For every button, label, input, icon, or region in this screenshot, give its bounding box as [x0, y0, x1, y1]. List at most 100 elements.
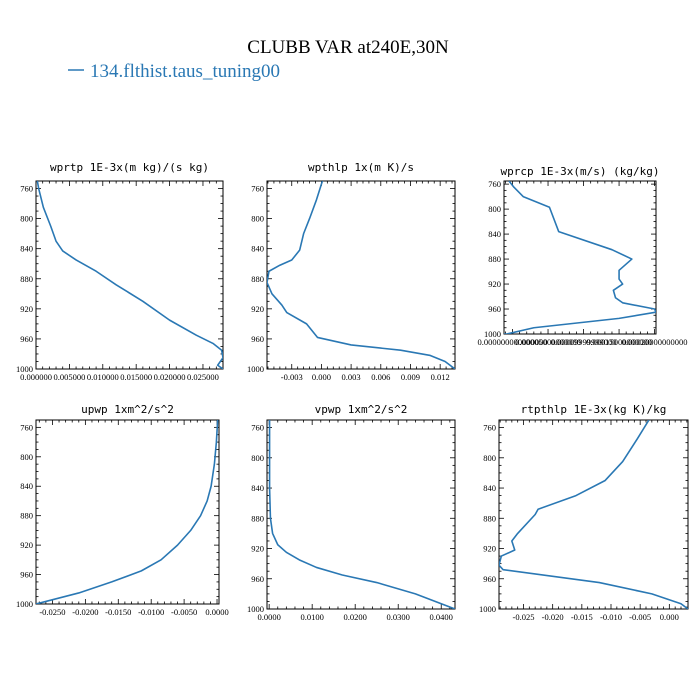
- y-tick-label: 880: [483, 513, 496, 523]
- y-tick-label: 800: [483, 453, 496, 463]
- x-tick-label: 0.000000000000000: [477, 337, 547, 347]
- plot-frame: [503, 180, 657, 335]
- x-tick-label: 0.00015000000000: [586, 337, 652, 347]
- panel-3: wprcp 1E-3x(m/s) (kg/kg) 1000 960 920 880 840…: [477, 165, 687, 347]
- x-tick-label: 0.025000: [187, 372, 219, 382]
- y-tick-label: 760: [20, 422, 33, 432]
- plot-frame: [266, 180, 456, 370]
- panel-title: upwp 1xm^2/s^2: [81, 403, 174, 416]
- x-tick-label: -0.025: [513, 612, 535, 622]
- x-tick-label: 0.010000: [87, 372, 119, 382]
- y-tick-label: 1000: [479, 604, 496, 614]
- y-tick-label: 840: [251, 244, 264, 254]
- y-tick-label: 920: [251, 304, 264, 314]
- x-tick-label: 0.003: [342, 372, 361, 382]
- y-tick-label: 960: [488, 304, 501, 314]
- y-tick-label: 760: [483, 423, 496, 433]
- x-tick-label: -0.005: [629, 612, 651, 622]
- y-tick-label: 960: [20, 334, 33, 344]
- y-tick-label: 800: [20, 214, 33, 224]
- y-tick-label: 760: [20, 184, 33, 194]
- panel-5: vpwp 1xm^2/s^2 1000 960 920 880 840 800 760 0.00…: [247, 403, 456, 622]
- x-tick-label: 0.00020000000000: [622, 337, 688, 347]
- panel-title: wpthlp 1x(m K)/s: [308, 161, 414, 174]
- y-tick-label: 880: [251, 274, 264, 284]
- y-tick-label: 880: [20, 511, 33, 521]
- x-tick-label: 0.00009999999000: [551, 337, 617, 347]
- panel-title: wprcp 1E-3x(m/s) (kg/kg): [501, 165, 660, 178]
- y-tick-label: 800: [488, 204, 501, 214]
- series-line: [36, 181, 223, 369]
- y-tick-label: 1000: [16, 599, 33, 609]
- x-tick-label: 0.0000: [205, 607, 228, 617]
- x-tick-label: 0.015000: [120, 372, 152, 382]
- plot-frame: [35, 180, 224, 370]
- panel-title: rtpthlp 1E-3x(kg K)/kg: [521, 403, 667, 416]
- y-tick-label: 960: [483, 574, 496, 584]
- panels: wprtp 1E-3x(m kg)/(s kg) 1000 960 920 880 840…: [16, 161, 689, 622]
- x-tick-label: 0.0300: [387, 612, 410, 622]
- y-tick-label: 960: [251, 574, 264, 584]
- x-tick-label: 0.0100: [300, 612, 323, 622]
- series-line: [267, 181, 455, 369]
- x-tick-label: -0.020: [542, 612, 564, 622]
- x-tick-label: 0.00005000000000: [515, 337, 581, 347]
- y-tick-label: 920: [488, 279, 501, 289]
- x-tick-label: -0.0050: [171, 607, 197, 617]
- x-tick-label: 0.006: [371, 372, 390, 382]
- series-line: [268, 420, 455, 609]
- x-tick-label: 0.020000: [154, 372, 186, 382]
- series-line: [499, 420, 688, 609]
- y-tick-label: 800: [251, 214, 264, 224]
- y-tick-label: 920: [20, 304, 33, 314]
- x-tick-label: -0.003: [281, 372, 303, 382]
- y-tick-label: 1000: [247, 604, 264, 614]
- panel-2: wpthlp 1x(m K)/s 1000 960 920 880 840 800 760 -0…: [247, 161, 456, 382]
- x-tick-label: 0.0200: [344, 612, 367, 622]
- x-tick-label: 0.000000: [20, 372, 52, 382]
- x-tick-label: 0.000: [312, 372, 331, 382]
- y-tick-label: 840: [488, 229, 501, 239]
- y-tick-label: 920: [251, 544, 264, 554]
- y-tick-label: 840: [20, 481, 33, 491]
- panel-4: upwp 1xm^2/s^2 1000 960 920 880 840 800 760 -0.0…: [16, 403, 229, 617]
- x-tick-label: -0.0100: [138, 607, 164, 617]
- y-tick-label: 1000: [16, 364, 33, 374]
- x-tick-label: 0.0400: [430, 612, 453, 622]
- y-tick-label: 1000: [484, 329, 501, 339]
- y-tick-label: 880: [251, 513, 264, 523]
- y-tick-label: 800: [20, 452, 33, 462]
- x-tick-label: 0.0000: [257, 612, 280, 622]
- y-tick-label: 840: [483, 483, 496, 493]
- y-tick-label: 880: [20, 274, 33, 284]
- x-tick-label: 0.000: [660, 612, 679, 622]
- plot-frame: [35, 419, 220, 605]
- panel-6: rtpthlp 1E-3x(kg K)/kg 1000 960 920 880 840 80…: [479, 403, 689, 622]
- y-tick-label: 760: [488, 179, 501, 189]
- panel-title: wprtp 1E-3x(m kg)/(s kg): [50, 161, 209, 174]
- plot-frame: [266, 419, 456, 610]
- x-tick-label: 0.005000: [53, 372, 85, 382]
- y-tick-label: 760: [251, 184, 264, 194]
- y-tick-label: 960: [20, 570, 33, 580]
- plot-frame: [498, 419, 689, 610]
- y-tick-label: 960: [251, 334, 264, 344]
- panel-title: vpwp 1xm^2/s^2: [315, 403, 408, 416]
- y-tick-label: 800: [251, 453, 264, 463]
- figure-title: CLUBB VAR at240E,30N: [247, 37, 449, 58]
- panel-1: wprtp 1E-3x(m kg)/(s kg) 1000 960 920 880 840…: [16, 161, 224, 382]
- x-tick-label: 0.012: [431, 372, 450, 382]
- x-tick-label: -0.0200: [72, 607, 98, 617]
- y-tick-label: 760: [251, 423, 264, 433]
- x-tick-label: -0.010: [600, 612, 622, 622]
- y-tick-label: 1000: [247, 364, 264, 374]
- y-tick-label: 880: [488, 254, 501, 264]
- x-tick-label: -0.0150: [105, 607, 131, 617]
- legend: 134.flthist.taus_tuning00: [68, 61, 280, 82]
- x-tick-label: -0.015: [571, 612, 593, 622]
- y-tick-label: 920: [20, 540, 33, 550]
- x-tick-label: -0.0250: [39, 607, 65, 617]
- y-tick-label: 840: [251, 483, 264, 493]
- series-line: [504, 181, 656, 334]
